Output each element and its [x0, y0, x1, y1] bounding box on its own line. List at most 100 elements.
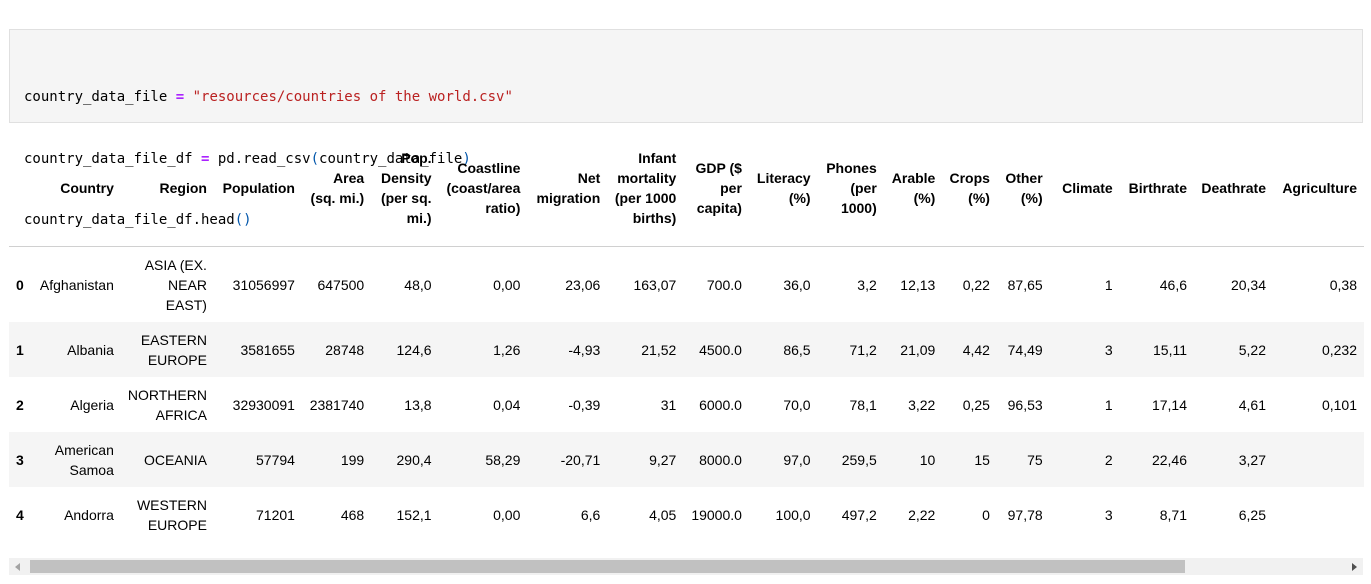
column-header: Region — [120, 130, 214, 247]
table-cell: 4,42 — [962, 341, 990, 358]
table-cell: 259,5 — [841, 451, 877, 468]
table-cell: 19000.0 — [691, 506, 742, 523]
table-cell: Afghanistan — [39, 276, 114, 293]
column-header: Area (sq. mi.) — [301, 130, 372, 247]
table-cell: OCEANIA — [143, 451, 207, 468]
table-cell: Algeria — [70, 396, 114, 413]
table-cell: Andorra — [64, 506, 114, 523]
table-cell: 6000.0 — [699, 396, 742, 413]
table-cell: 0,232 — [1321, 341, 1357, 358]
row-index: 3 — [16, 451, 24, 468]
index-header — [9, 130, 32, 247]
table-cell: 3 — [1104, 506, 1113, 523]
table-cell: 58,29 — [485, 451, 521, 468]
table-cell: 36,0 — [783, 276, 811, 293]
column-header: Arable (%) — [883, 130, 943, 247]
scroll-left-arrow[interactable] — [9, 558, 26, 575]
table-cell: 74,49 — [1007, 341, 1043, 358]
table-row: 0 Afghanistan ASIA (EX. NEAR EAST) 31056997… — [9, 247, 1364, 323]
column-header: Other (%) — [996, 130, 1050, 247]
column-header: Pop. Density (per sq. mi.) — [371, 130, 439, 247]
table-cell: 199 — [340, 451, 365, 468]
dataframe-table: Country Region Population Area (sq. mi.) Pop… — [9, 130, 1364, 542]
table-cell: 48,0 — [404, 276, 432, 293]
table-cell: 70,0 — [783, 396, 811, 413]
table-cell: 152,1 — [396, 506, 432, 523]
table-cell: -0,39 — [568, 396, 601, 413]
table-cell: 15 — [974, 451, 990, 468]
column-header: Infant mortality (per 1000 births) — [607, 130, 684, 247]
table-cell: 10 — [919, 451, 936, 468]
dataframe-output[interactable]: Country Region Population Area (sq. mi.) Pop… — [9, 130, 1364, 554]
column-header: Birthrate — [1119, 130, 1194, 247]
table-cell: 9,27 — [649, 451, 677, 468]
table-cell: 32930091 — [232, 396, 295, 413]
table-cell: 21,09 — [900, 341, 936, 358]
horizontal-scrollbar[interactable] — [9, 558, 1363, 575]
table-row: 2 Algeria NORTHERN AFRICA 32930091 2381740 13… — [9, 377, 1364, 432]
column-header: Coastline (coast/area ratio) — [438, 130, 528, 247]
scroll-right-arrow[interactable] — [1346, 558, 1363, 575]
table-cell: 0,00 — [493, 506, 521, 523]
code-line-1: country_data_file = "resources/countries… — [24, 89, 513, 105]
table-cell: 86,5 — [783, 341, 811, 358]
table-cell: 22,46 — [1151, 451, 1187, 468]
table-cell: 700.0 — [706, 276, 742, 293]
column-header: Net migration — [527, 130, 608, 247]
table-cell: 6,6 — [580, 506, 601, 523]
table-cell: ASIA (EX. NEAR EAST) — [144, 256, 207, 313]
table-row: 3 American Samoa OCEANIA 57794 199 290,4 58,29… — [9, 432, 1364, 487]
table-cell: 3581655 — [240, 341, 295, 358]
table-cell: 497,2 — [841, 506, 877, 523]
column-header: Climate — [1049, 130, 1120, 247]
table-cell: 78,1 — [849, 396, 877, 413]
table-cell: 1 — [1104, 396, 1113, 413]
table-cell: NORTHERN AFRICA — [127, 386, 207, 423]
table-cell: 13,8 — [404, 396, 432, 413]
chevron-left-icon — [15, 562, 20, 571]
chevron-right-icon — [1352, 562, 1357, 571]
table-cell: 0,00 — [493, 276, 521, 293]
table-cell: 71201 — [256, 506, 295, 523]
table-cell: Albania — [67, 341, 114, 358]
table-cell: 57794 — [256, 451, 295, 468]
table-cell: 97,0 — [783, 451, 811, 468]
row-index: 4 — [16, 506, 24, 523]
table-cell: 290,4 — [396, 451, 432, 468]
row-index: 2 — [16, 396, 24, 413]
column-header: Agriculture — [1273, 130, 1364, 247]
table-cell: 100,0 — [775, 506, 811, 523]
table-cell: WESTERN EUROPE — [136, 496, 207, 533]
table-cell: 31 — [660, 396, 677, 413]
table-cell: 75 — [1027, 451, 1043, 468]
table-cell: 0,22 — [962, 276, 990, 293]
table-cell: -20,71 — [560, 451, 601, 468]
table-cell: 1,26 — [493, 341, 521, 358]
table-cell: 4,61 — [1238, 396, 1266, 413]
table-cell: 0,04 — [493, 396, 521, 413]
table-cell: 468 — [340, 506, 365, 523]
table-cell: 2381740 — [309, 396, 365, 413]
table-cell: 12,13 — [900, 276, 936, 293]
column-header: Population — [213, 130, 302, 247]
table-cell: -4,93 — [568, 341, 601, 358]
table-cell: 3,27 — [1238, 451, 1266, 468]
table-cell: 5,22 — [1238, 341, 1266, 358]
table-cell: 0 — [982, 506, 990, 523]
table-row: 1 Albania EASTERN EUROPE 3581655 28748 124,6 1… — [9, 322, 1364, 377]
table-cell: 21,52 — [641, 341, 677, 358]
table-cell: 3,2 — [857, 276, 877, 293]
table-cell: 2 — [1104, 451, 1113, 468]
table-cell: 8000.0 — [699, 451, 742, 468]
column-header: GDP ($ per capita) — [683, 130, 749, 247]
scroll-thumb[interactable] — [30, 560, 1185, 573]
table-cell: 1 — [1104, 276, 1113, 293]
code-cell[interactable]: country_data_file = "resources/countries… — [9, 29, 1363, 228]
table-cell: 6,25 — [1238, 506, 1266, 523]
row-index: 1 — [16, 341, 24, 358]
table-cell: 4500.0 — [699, 341, 742, 358]
table-cell: 97,78 — [1007, 506, 1043, 523]
table-cell — [1273, 487, 1364, 542]
table-cell: 96,53 — [1007, 396, 1043, 413]
table-cell: 20,34 — [1230, 276, 1266, 293]
